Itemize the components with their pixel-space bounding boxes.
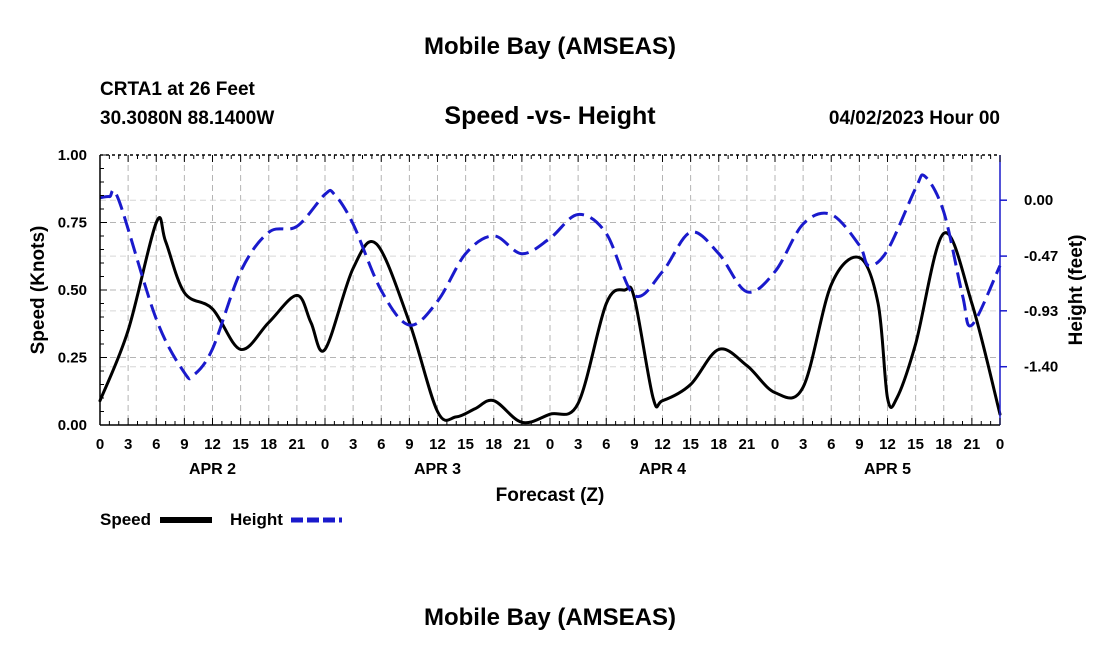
x-tick-label: 15	[682, 436, 699, 453]
x-tick-label: 6	[152, 436, 160, 453]
station-label: CRTA1 at 26 Feet	[100, 79, 256, 100]
day-label: APR 4	[639, 461, 686, 478]
x-tick-label: 12	[654, 436, 671, 453]
legend: Speed Height	[100, 510, 342, 529]
x-tick-label: 0	[96, 436, 104, 453]
x-tick-label: 15	[232, 436, 249, 453]
y-tick-label: 0.25	[58, 350, 87, 367]
y-tick-label: 1.00	[58, 147, 87, 164]
x-tick-label: 0	[771, 436, 779, 453]
axis-ticks: 0 3 6 9 12 15 18 21 0 3 6 9 12 15 18 21 0 3 6 9 12 15 18 21 0 3 6 9…	[58, 147, 1058, 478]
x-tick-label: 18	[260, 436, 277, 453]
x-tick-label: 12	[429, 436, 446, 453]
x-tick-label: 9	[630, 436, 638, 453]
y2-tick-label: -1.40	[1024, 359, 1058, 376]
day-label: APR 3	[414, 461, 461, 478]
x-tick-label: 21	[964, 436, 981, 453]
y2-axis-title: Height (feet)	[1066, 235, 1087, 346]
y2-tick-label: -0.47	[1024, 248, 1058, 265]
x-tick-label: 9	[405, 436, 413, 453]
x-tick-label: 9	[855, 436, 863, 453]
x-tick-label: 0	[546, 436, 554, 453]
legend-speed-label: Speed	[100, 510, 151, 529]
x-tick-label: 6	[827, 436, 835, 453]
x-tick-label: 0	[321, 436, 329, 453]
y2-tick-label: -0.93	[1024, 303, 1058, 320]
x-tick-label: 6	[377, 436, 385, 453]
x-tick-label: 18	[710, 436, 727, 453]
x-tick-label: 21	[514, 436, 531, 453]
series-speed-line	[98, 216, 1002, 425]
x-tick-label: 15	[907, 436, 924, 453]
x-tick-label: 3	[799, 436, 807, 453]
x-tick-label: 21	[739, 436, 756, 453]
x-tick-label: 3	[349, 436, 357, 453]
plot-title: Speed -vs- Height	[444, 102, 656, 130]
x-tick-label: 3	[124, 436, 132, 453]
bottom-title: Mobile Bay (AMSEAS)	[424, 604, 676, 631]
x-tick-label: 0	[996, 436, 1004, 453]
top-title: Mobile Bay (AMSEAS)	[424, 33, 676, 60]
day-label: APR 5	[864, 461, 911, 478]
y-tick-label: 0.75	[58, 215, 87, 232]
x-tick-label: 12	[204, 436, 221, 453]
x-tick-label: 18	[485, 436, 502, 453]
coords-label: 30.3080N 88.1400W	[100, 108, 274, 129]
x-tick-label: 3	[574, 436, 582, 453]
y-axis-title: Speed (Knots)	[28, 226, 49, 355]
x-tick-label: 21	[289, 436, 306, 453]
x-tick-label: 12	[879, 436, 896, 453]
legend-height-label: Height	[230, 510, 283, 529]
date-label: 04/02/2023 Hour 00	[829, 108, 1000, 129]
y-tick-label: 0.00	[58, 417, 87, 434]
series-layer	[98, 173, 1002, 425]
grid-lines	[100, 155, 1000, 425]
y-tick-label: 0.50	[58, 282, 87, 299]
x-tick-label: 18	[935, 436, 952, 453]
series-height-line	[99, 173, 1002, 381]
x-tick-label: 9	[180, 436, 188, 453]
y2-tick-label: 0.00	[1024, 192, 1053, 209]
x-tick-label: 6	[602, 436, 610, 453]
x-tick-label: 15	[457, 436, 474, 453]
x-axis-title: Forecast (Z)	[496, 485, 605, 506]
day-label: APR 2	[189, 461, 236, 478]
